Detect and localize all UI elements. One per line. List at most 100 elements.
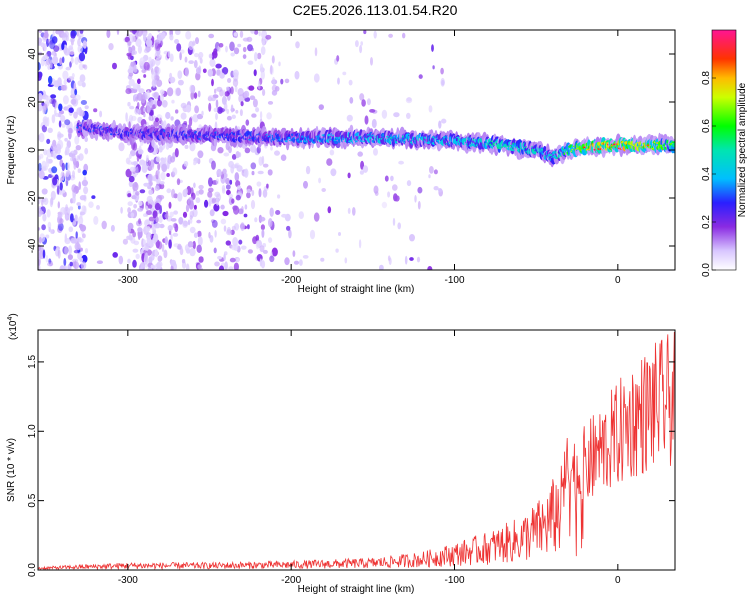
spectrogram-noise-cell bbox=[337, 77, 340, 85]
spectrogram-noise-cell bbox=[344, 257, 348, 264]
spectrogram-noise-cell bbox=[269, 207, 274, 217]
spectrogram-noise-cell bbox=[133, 204, 138, 209]
spectrogram-noise-cell bbox=[213, 203, 220, 212]
spectrogram-noise-cell bbox=[302, 255, 309, 259]
spectrogram-noise-cell bbox=[68, 245, 73, 255]
spectrogram-noise-cell bbox=[64, 246, 69, 256]
spectrogram-noise-cell bbox=[208, 102, 212, 112]
spectrogram-noise-cell bbox=[274, 150, 280, 156]
spectrogram-noise-cell bbox=[258, 156, 263, 166]
spectrogram-noise-cell bbox=[143, 74, 147, 78]
spectrogram-noise-cell bbox=[128, 121, 131, 130]
spectrogram-noise-cell bbox=[38, 132, 45, 143]
spectrogram-noise-cell bbox=[57, 213, 62, 218]
spectrogram-noise-cell bbox=[174, 148, 179, 158]
spectrogram-noise-cell bbox=[132, 259, 137, 268]
spectrogram-noise-cell bbox=[61, 42, 65, 50]
spectrogram-noise-cell bbox=[318, 177, 322, 184]
spectrogram-noise-cell bbox=[241, 245, 247, 250]
spectrogram-noise-cell bbox=[374, 191, 379, 197]
spectrogram-noise-cell bbox=[154, 99, 158, 108]
spectrogram-noise-cell bbox=[248, 85, 255, 91]
spectrogram-noise-cell bbox=[269, 255, 275, 263]
spectrogram-noise-cell bbox=[379, 264, 384, 270]
spectrogram-noise-cell bbox=[75, 231, 78, 239]
spectrogram-noise-cell bbox=[215, 178, 220, 185]
spectrogram-noise-cell bbox=[440, 77, 445, 87]
spectrogram-noise-cell bbox=[193, 182, 196, 189]
spectrogram-noise-cell bbox=[249, 95, 256, 100]
spectrogram-noise-cell bbox=[131, 115, 137, 121]
spectrogram-noise-cell bbox=[418, 74, 423, 79]
spectrogram-noise-cell bbox=[242, 46, 247, 53]
spectrogram-noise-cell bbox=[122, 238, 128, 245]
spectrogram-noise-cell bbox=[93, 215, 99, 225]
spectrogram-y-ticks: -40 -20 0 20 40 bbox=[27, 48, 675, 253]
spectrogram-noise-cell bbox=[84, 136, 88, 142]
spectrogram-noise-cell bbox=[359, 93, 365, 101]
spectrogram-noise-cell bbox=[175, 87, 181, 97]
spectrogram-noise-cell bbox=[360, 41, 364, 46]
spectrogram-noise-cell bbox=[288, 229, 292, 239]
spectrogram-noise-cell bbox=[216, 86, 223, 92]
spectrogram-noise-cell bbox=[61, 162, 65, 172]
spectrogram-noise-cell bbox=[381, 109, 388, 119]
spectrogram-noise-cell bbox=[46, 138, 51, 144]
spectrogram-noise-cell bbox=[202, 68, 207, 74]
spectrogram-y-tick-label: 0 bbox=[27, 147, 38, 153]
spectrogram-noise-cell bbox=[61, 56, 65, 64]
spectrogram-noise-cell bbox=[45, 97, 49, 101]
spectrogram-noise-cell bbox=[143, 48, 150, 54]
spectrogram-noise-cell bbox=[215, 63, 222, 69]
spectrogram-noise-cell bbox=[130, 161, 137, 166]
spectrogram-noise-cell bbox=[184, 67, 189, 77]
spectrogram-noise-cell bbox=[255, 234, 260, 242]
spectrogram-noise-cell bbox=[244, 147, 251, 154]
spectrogram-noise-cell bbox=[165, 111, 171, 120]
spectrogram-noise-cell bbox=[197, 90, 201, 98]
spectrogram-noise-cell bbox=[268, 237, 273, 244]
spectrogram-noise-cell bbox=[359, 170, 364, 175]
spectrogram-noise-cell bbox=[67, 254, 73, 260]
spectrogram-noise-cell bbox=[147, 160, 151, 167]
spectrogram-noise-cell bbox=[147, 204, 153, 209]
spectrogram-noise-cell bbox=[47, 262, 54, 267]
spectrogram-noise-cell bbox=[233, 47, 240, 55]
spectrogram-noise-cell bbox=[237, 88, 244, 97]
spectrogram-noise-cell bbox=[91, 195, 96, 200]
spectrogram-noise-cell bbox=[38, 227, 41, 231]
spectrogram-noise-cell bbox=[220, 204, 225, 210]
spectrogram-noise-cell bbox=[313, 212, 320, 222]
spectrogram-noise-cell bbox=[259, 111, 263, 120]
spectrogram-noise-cell bbox=[196, 219, 202, 224]
spectrogram-noise-cell bbox=[212, 94, 219, 99]
spectrogram-noise-cell bbox=[65, 172, 71, 182]
spectrogram-noise-cell bbox=[74, 88, 78, 96]
spectrogram-noise-cell bbox=[409, 234, 415, 242]
spectrogram-noise-cell bbox=[143, 182, 150, 187]
spectrogram-noise-cell bbox=[223, 225, 227, 232]
spectrogram-noise-cell bbox=[43, 148, 48, 156]
spectrogram-noise-cell bbox=[79, 30, 84, 35]
spectrogram-noise-cell bbox=[154, 223, 161, 229]
spectrogram-noise-cell bbox=[166, 87, 174, 97]
spectrogram-noise-cell bbox=[161, 163, 168, 173]
spectrogram-noise-cell bbox=[208, 201, 212, 207]
spectrogram-noise-cell bbox=[243, 213, 248, 218]
spectrogram-noise-cell bbox=[211, 219, 218, 228]
spectrogram-noise-cell bbox=[45, 161, 50, 168]
spectrogram-noise-cell bbox=[196, 113, 204, 120]
spectrogram-noise-cell bbox=[193, 160, 197, 166]
spectrogram-x-axis-label: Height of straight line (km) bbox=[298, 284, 415, 295]
spectrogram-noise-cell bbox=[414, 195, 417, 203]
spectrogram-noise-cell bbox=[359, 45, 363, 54]
snr-y-tick-label: 0.5 bbox=[27, 493, 38, 507]
spectrogram-noise-cell bbox=[225, 45, 228, 53]
spectrogram-noise-cell bbox=[71, 153, 76, 163]
spectrogram-noise-cell bbox=[189, 226, 196, 234]
spectrogram-noise-cell bbox=[154, 41, 161, 52]
spectrogram-noise-cell bbox=[45, 58, 51, 66]
spectrogram-noise-cell bbox=[158, 215, 163, 224]
spectrogram-noise-cell bbox=[158, 171, 161, 181]
spectrogram-noise-cell bbox=[398, 160, 404, 165]
